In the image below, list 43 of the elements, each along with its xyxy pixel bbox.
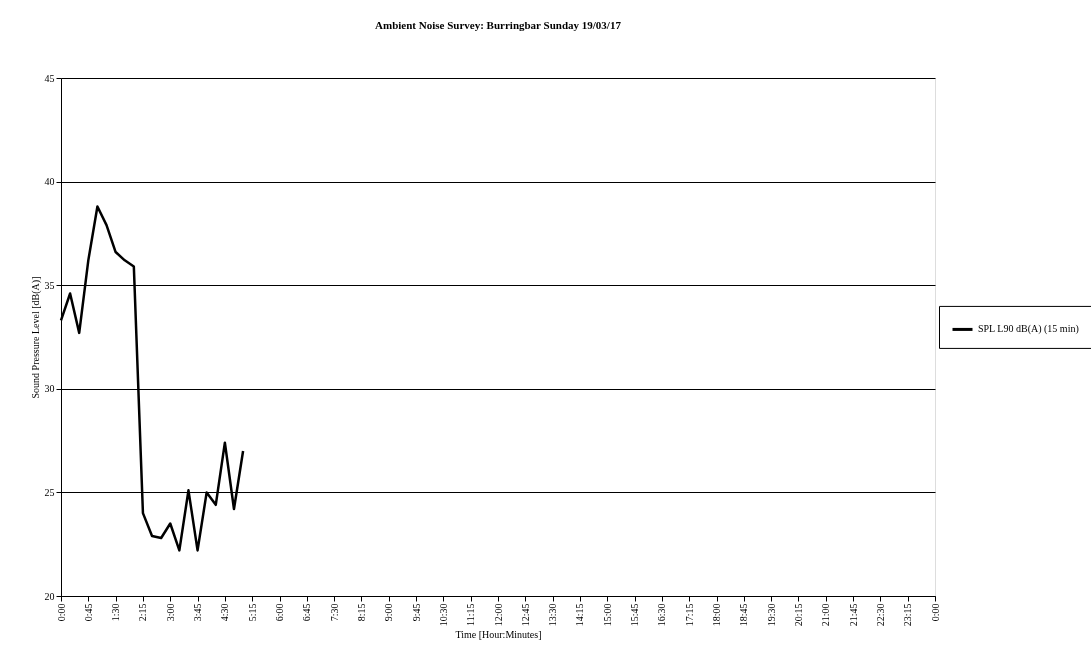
x-tick-label: 2:15 (137, 603, 149, 622)
y-tick-label: 35 (44, 279, 55, 291)
x-tick-label: 0:00 (55, 603, 67, 622)
x-tick-label: 19:30 (765, 603, 777, 627)
y-tick-label: 30 (44, 383, 55, 395)
x-tick-label: 1:30 (110, 603, 122, 622)
x-tick-label: 23:15 (902, 603, 914, 627)
x-tick-label: 21:45 (847, 603, 859, 627)
x-tick-label: 18:45 (738, 603, 750, 627)
x-tick-label: 12:45 (519, 603, 531, 627)
y-tick-label: 20 (44, 590, 55, 602)
x-tick-label: 15:45 (629, 603, 641, 627)
chart-title: Ambient Noise Survey: Burringbar Sunday 19/03/17 (375, 19, 622, 31)
x-tick-label: 20:15 (792, 603, 804, 627)
x-tick-label: 9:45 (410, 603, 422, 622)
x-tick-label: 10:30 (437, 603, 449, 627)
x-tick-label: 0:45 (82, 603, 94, 622)
y-tick-label: 25 (44, 486, 55, 498)
x-tick-label: 15:00 (601, 603, 613, 627)
x-tick-label: 4:30 (219, 603, 231, 622)
x-tick-label: 22:30 (874, 603, 886, 627)
x-tick-label: 3:00 (164, 603, 176, 622)
x-tick-label: 12:00 (492, 603, 504, 627)
x-tick-label: 18:00 (711, 603, 722, 627)
x-axis-title: Time [Hour:Minutes] (455, 629, 542, 641)
x-tick-label: 0:00 (929, 603, 941, 622)
y-axis-title: Sound Pressure Level [dB(A)] (29, 276, 42, 399)
x-tick-label: 14:15 (574, 603, 586, 627)
x-tick-label: 17:15 (683, 603, 695, 627)
x-tick-label: 3:45 (192, 603, 204, 622)
x-tick-label: 7:30 (328, 603, 340, 622)
y-tick-label: 40 (44, 176, 55, 188)
x-tick-label: 13:30 (547, 603, 559, 627)
x-tick-label: 8:15 (355, 603, 367, 622)
legend-label: SPL L90 dB(A) (15 min) (978, 323, 1079, 336)
x-tick-label: 6:00 (274, 603, 285, 622)
x-tick-label: 21:00 (820, 603, 832, 627)
x-tick-label: 5:15 (246, 603, 258, 622)
x-tick-label: 6:45 (301, 603, 313, 622)
x-tick-label: 9:00 (383, 603, 395, 622)
y-tick-label: 45 (44, 72, 55, 84)
x-tick-label: 11:15 (465, 603, 477, 626)
x-tick-label: 16:30 (656, 603, 668, 627)
